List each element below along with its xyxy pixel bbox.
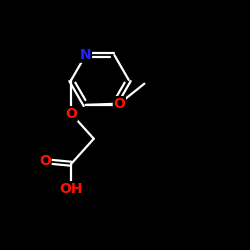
Text: N: N bbox=[80, 48, 92, 62]
Text: O: O bbox=[114, 97, 125, 111]
Text: OH: OH bbox=[60, 182, 83, 196]
Text: O: O bbox=[39, 154, 51, 168]
Text: O: O bbox=[65, 107, 77, 121]
